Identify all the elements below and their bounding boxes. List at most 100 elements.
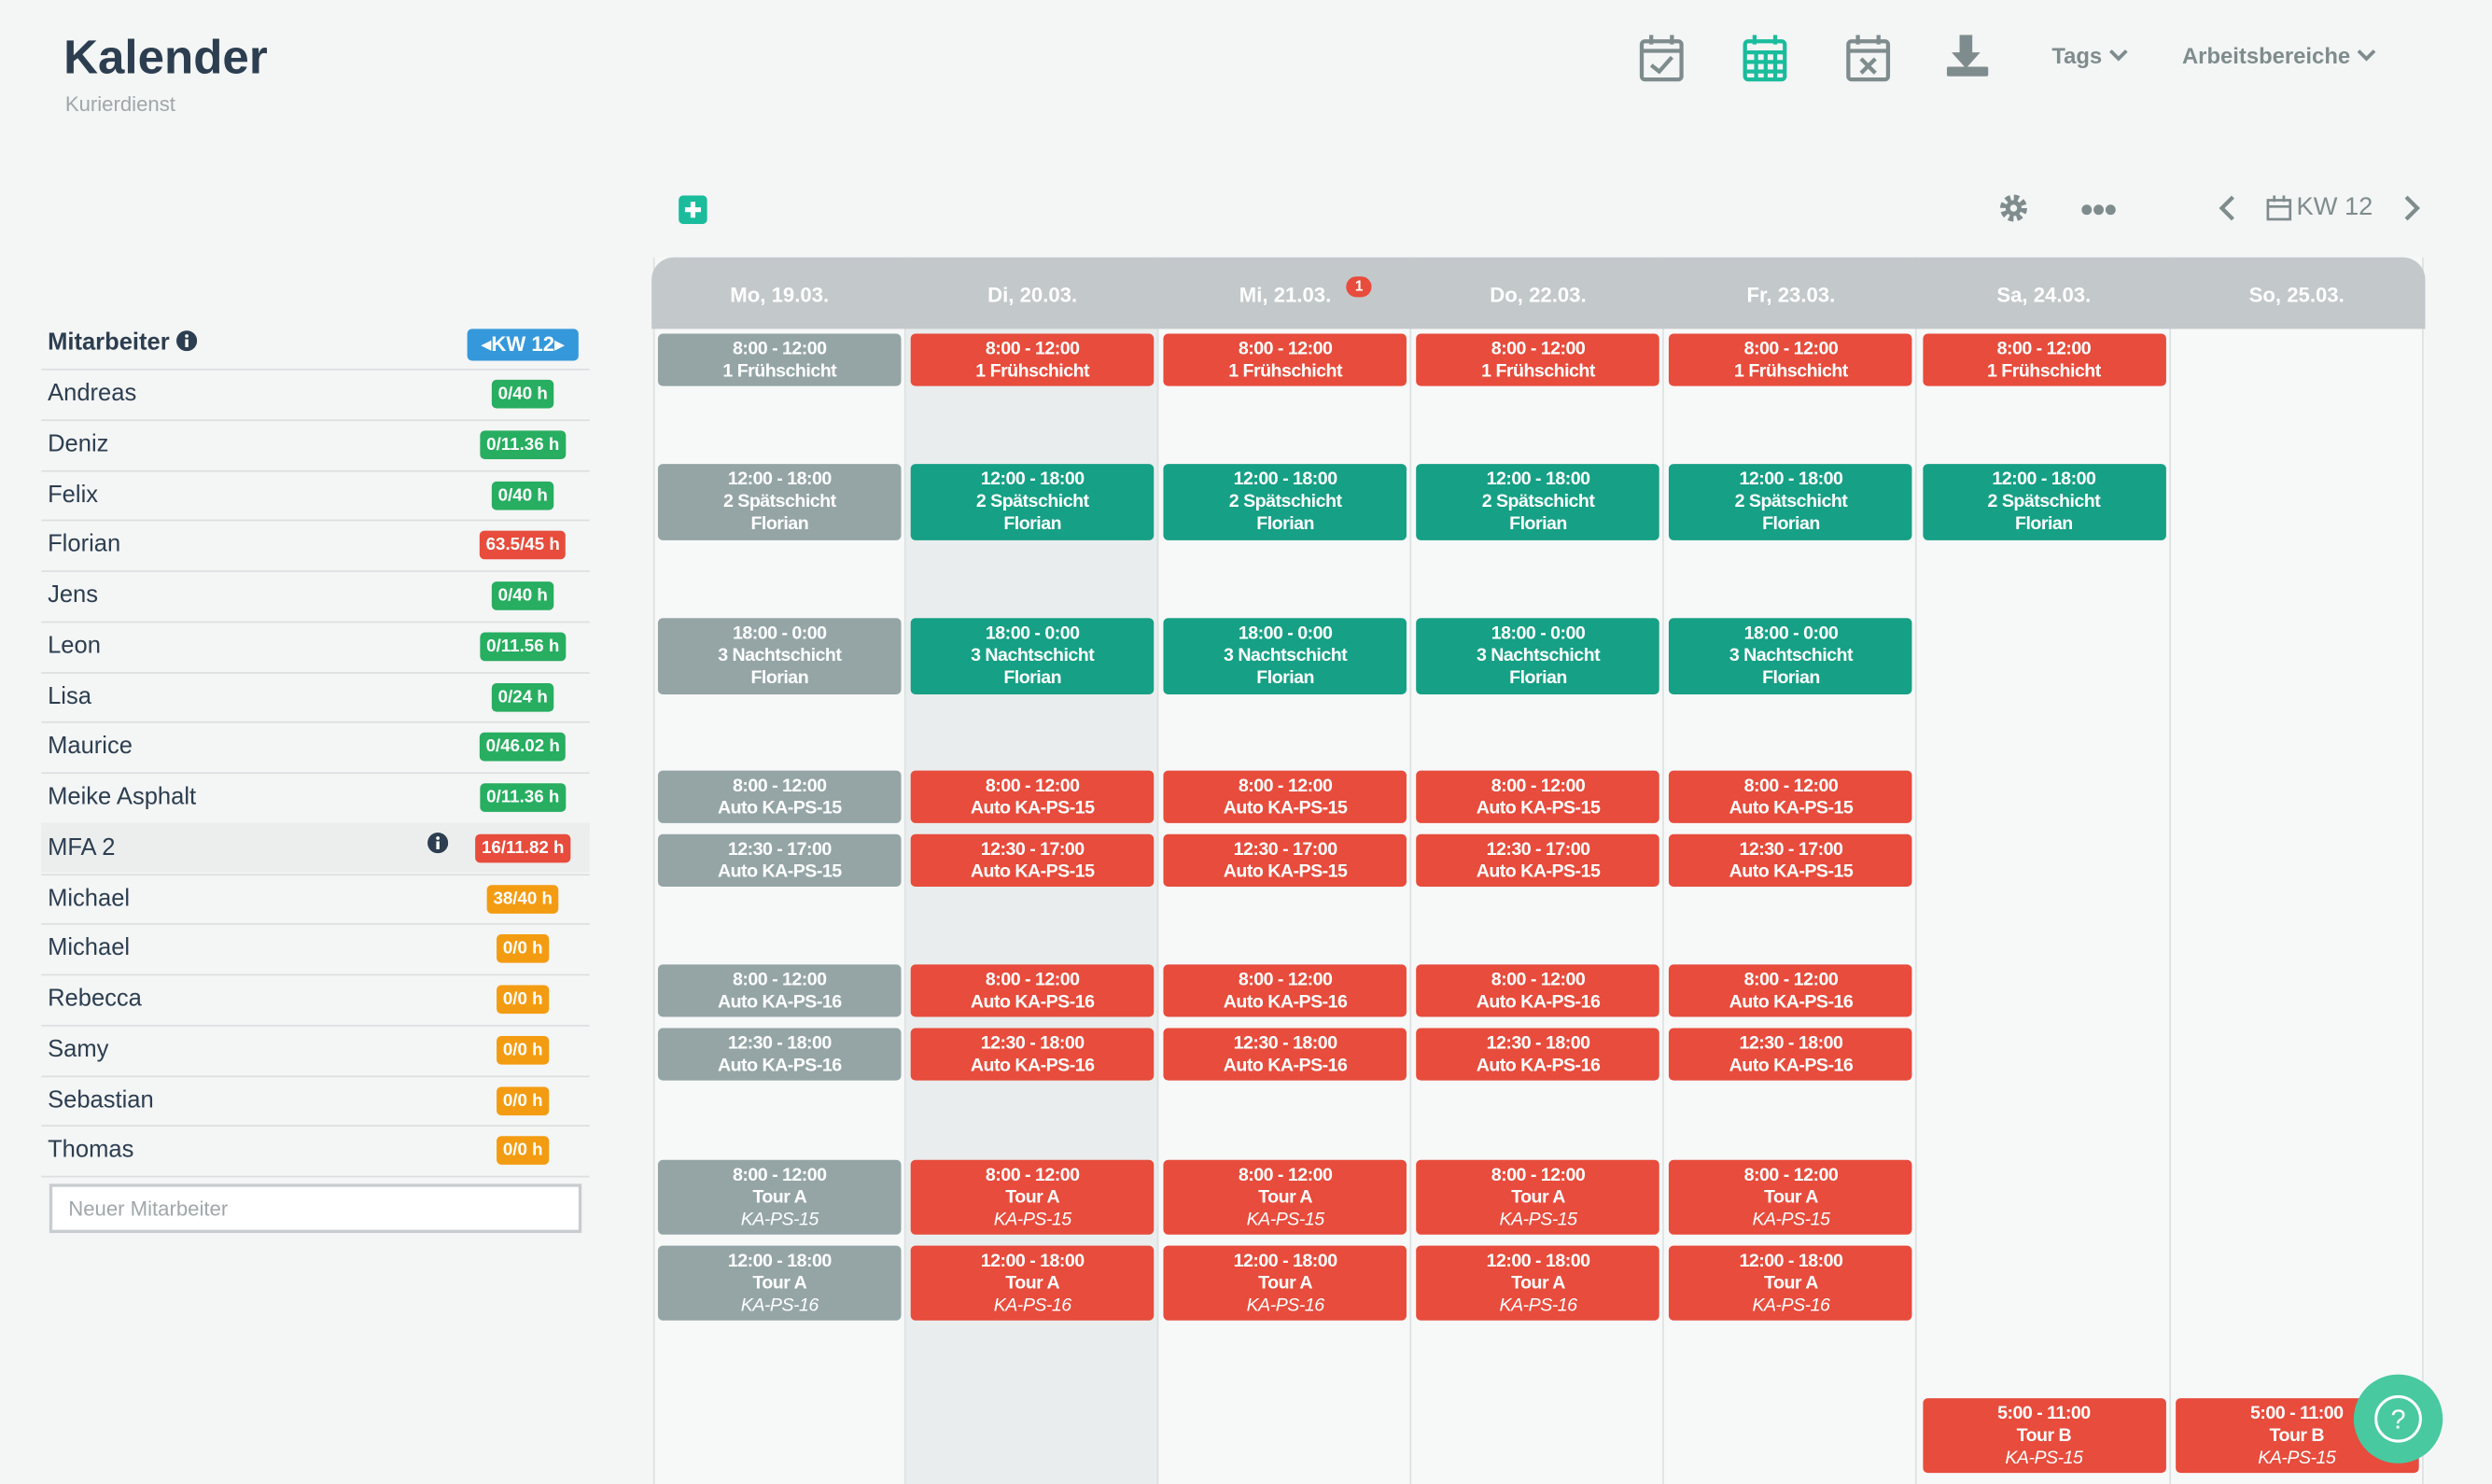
employee-name[interactable]: Maurice xyxy=(48,733,133,761)
employee-name[interactable]: Felix xyxy=(48,480,99,508)
separator xyxy=(41,923,590,926)
shift-block[interactable]: 12:30 - 18:00 Auto KA-PS-16 xyxy=(1163,1028,1407,1081)
employee-name[interactable]: Rebecca xyxy=(48,985,142,1013)
shift-text: Tour A xyxy=(1764,1273,1818,1293)
shift-block[interactable]: 12:30 - 18:00 Auto KA-PS-16 xyxy=(1416,1028,1660,1081)
shift-block[interactable]: 12:30 - 17:00 Auto KA-PS-15 xyxy=(910,833,1155,887)
shift-block[interactable]: 8:00 - 12:00 Auto KA-PS-15 xyxy=(1416,770,1660,823)
employee-name[interactable]: Leon xyxy=(48,632,101,660)
employee-name[interactable]: Meike Asphalt xyxy=(48,783,197,811)
shift-block[interactable]: 12:00 - 18:00 Tour A KA-PS-16 xyxy=(1163,1245,1407,1321)
employee-name[interactable]: Jens xyxy=(48,581,99,609)
shift-text: Auto KA-PS-15 xyxy=(717,798,842,818)
shift-block[interactable]: 8:00 - 12:00 Auto KA-PS-16 xyxy=(910,964,1155,1017)
shift-text: 2 Spätschicht xyxy=(1481,492,1595,512)
shift-block[interactable]: 18:00 - 0:00 3 Nachtschicht Florian xyxy=(910,618,1155,694)
more-icon[interactable] xyxy=(2081,204,2116,216)
shift-block[interactable]: 8:00 - 12:00 Auto KA-PS-15 xyxy=(910,770,1155,823)
shift-text: 12:30 - 18:00 xyxy=(1233,1033,1337,1053)
shift-block[interactable]: 8:00 - 12:00 Tour A KA-PS-15 xyxy=(1163,1159,1407,1235)
shift-block[interactable]: 12:30 - 18:00 Auto KA-PS-16 xyxy=(910,1028,1155,1081)
shift-block[interactable]: 18:00 - 0:00 3 Nachtschicht Florian xyxy=(1669,618,1913,694)
download-icon[interactable] xyxy=(1946,35,1989,77)
areas-menu[interactable]: Arbeitsbereiche xyxy=(2182,43,2375,68)
employee-name[interactable]: Sebastian xyxy=(48,1085,154,1113)
shift-block[interactable]: 12:00 - 18:00 Tour A KA-PS-16 xyxy=(910,1245,1155,1321)
shift-block[interactable]: 5:00 - 11:00 Tour B KA-PS-15 xyxy=(1922,1398,2166,1474)
shift-block[interactable]: 8:00 - 12:00 Auto KA-PS-16 xyxy=(1416,964,1660,1017)
prev-week[interactable] xyxy=(2216,194,2238,223)
shift-text: Florian xyxy=(750,668,809,689)
shift-block[interactable]: 8:00 - 12:00 1 Frühschicht xyxy=(1669,333,1913,386)
calendar-remove-icon[interactable] xyxy=(1846,35,1891,82)
week-label[interactable]: KW 12 xyxy=(2296,193,2373,221)
shift-block[interactable]: 8:00 - 12:00 1 Frühschicht xyxy=(1163,333,1407,386)
shift-block[interactable]: 12:00 - 18:00 2 Spätschicht Florian xyxy=(1669,464,1913,540)
shift-block[interactable]: 12:00 - 18:00 2 Spätschicht Florian xyxy=(1922,464,2166,540)
shift-text: 1 Frühschicht xyxy=(1481,361,1595,381)
shift-block[interactable]: 12:30 - 17:00 Auto KA-PS-15 xyxy=(1416,833,1660,887)
shift-text: 3 Nachtschicht xyxy=(1224,646,1348,666)
employee-name[interactable]: Florian xyxy=(48,531,121,558)
new-employee-input[interactable]: Neuer Mitarbeiter xyxy=(49,1183,582,1234)
shift-block[interactable]: 8:00 - 12:00 1 Frühschicht xyxy=(657,333,902,386)
tags-menu[interactable]: Tags xyxy=(2051,43,2127,68)
shift-block[interactable]: 18:00 - 0:00 3 Nachtschicht Florian xyxy=(1163,618,1407,694)
shift-block[interactable]: 12:00 - 18:00 Tour A KA-PS-16 xyxy=(1669,1245,1913,1321)
shift-block[interactable]: 12:00 - 18:00 2 Spätschicht Florian xyxy=(910,464,1155,540)
add-button[interactable] xyxy=(679,195,707,225)
shift-block[interactable]: 8:00 - 12:00 Auto KA-PS-16 xyxy=(657,964,902,1017)
shift-block[interactable]: 8:00 - 12:00 Tour A KA-PS-15 xyxy=(1669,1159,1913,1235)
shift-text: 12:30 - 17:00 xyxy=(1739,839,1843,860)
employee-name[interactable]: Thomas xyxy=(48,1136,134,1164)
next-week[interactable] xyxy=(2401,194,2424,223)
shift-block[interactable]: 8:00 - 12:00 Tour A KA-PS-15 xyxy=(910,1159,1155,1235)
shift-block[interactable]: 18:00 - 0:00 3 Nachtschicht Florian xyxy=(1416,618,1660,694)
separator xyxy=(41,419,590,421)
shift-block[interactable]: 8:00 - 12:00 1 Frühschicht xyxy=(1416,333,1660,386)
shift-text: 18:00 - 0:00 xyxy=(733,624,827,644)
shift-text: 3 Nachtschicht xyxy=(718,646,842,666)
help-button[interactable]: ? xyxy=(2352,1373,2444,1465)
employee-name[interactable]: Deniz xyxy=(48,429,109,457)
shift-block[interactable]: 8:00 - 12:00 Auto KA-PS-16 xyxy=(1669,964,1913,1017)
shift-block[interactable]: 8:00 - 12:00 Auto KA-PS-16 xyxy=(1163,964,1407,1017)
employee-name[interactable]: MFA 2 xyxy=(48,833,116,861)
separator xyxy=(41,671,590,673)
shift-block[interactable]: 8:00 - 12:00 1 Frühschicht xyxy=(910,333,1155,386)
settings-icon[interactable] xyxy=(1999,194,2027,222)
shift-block[interactable]: 12:00 - 18:00 2 Spätschicht Florian xyxy=(657,464,902,540)
employee-name[interactable]: Michael xyxy=(48,934,131,962)
shift-block[interactable]: 8:00 - 12:00 Tour A KA-PS-15 xyxy=(1416,1159,1660,1235)
employee-name[interactable]: Lisa xyxy=(48,682,91,710)
calendar-check-icon[interactable] xyxy=(1639,35,1684,82)
sidebar-week-badge[interactable]: ◂KW 12▸ xyxy=(467,329,579,361)
shift-block[interactable]: 12:30 - 18:00 Auto KA-PS-16 xyxy=(657,1028,902,1081)
employee-name[interactable]: Michael xyxy=(48,884,131,912)
shift-block[interactable]: 12:00 - 18:00 2 Spätschicht Florian xyxy=(1416,464,1660,540)
shift-block[interactable]: 12:30 - 17:00 Auto KA-PS-15 xyxy=(1669,833,1913,887)
shift-text: 12:00 - 18:00 xyxy=(1739,469,1843,490)
shift-block[interactable]: 12:00 - 18:00 Tour A KA-PS-16 xyxy=(657,1245,902,1321)
shift-block[interactable]: 12:30 - 17:00 Auto KA-PS-15 xyxy=(657,833,902,887)
shift-text: 12:30 - 18:00 xyxy=(727,1033,832,1053)
shift-block[interactable]: 8:00 - 12:00 Auto KA-PS-15 xyxy=(1669,770,1913,823)
separator xyxy=(41,621,590,623)
shift-block[interactable]: 8:00 - 12:00 Tour A KA-PS-15 xyxy=(657,1159,902,1235)
employee-name[interactable]: Andreas xyxy=(48,379,137,407)
hours-badge: 0/24 h xyxy=(491,682,554,711)
shift-block[interactable]: 12:00 - 18:00 Tour A KA-PS-16 xyxy=(1416,1245,1660,1321)
shift-block[interactable]: 12:00 - 18:00 2 Spätschicht Florian xyxy=(1163,464,1407,540)
shift-text: Florian xyxy=(1509,668,1567,689)
shift-block[interactable]: 18:00 - 0:00 3 Nachtschicht Florian xyxy=(657,618,902,694)
calendar-grid-icon[interactable] xyxy=(1743,35,1787,82)
shift-text: KA-PS-16 xyxy=(1752,1295,1830,1315)
shift-block[interactable]: 8:00 - 12:00 Auto KA-PS-15 xyxy=(1163,770,1407,823)
shift-block[interactable]: 12:30 - 17:00 Auto KA-PS-15 xyxy=(1163,833,1407,887)
shift-text: Auto KA-PS-16 xyxy=(1223,992,1348,1012)
shift-block[interactable]: 8:00 - 12:00 Auto KA-PS-15 xyxy=(657,770,902,823)
shift-text: Florian xyxy=(1003,668,1062,689)
shift-block[interactable]: 12:30 - 18:00 Auto KA-PS-16 xyxy=(1669,1028,1913,1081)
shift-block[interactable]: 8:00 - 12:00 1 Frühschicht xyxy=(1922,333,2166,386)
employee-name[interactable]: Samy xyxy=(48,1035,109,1063)
